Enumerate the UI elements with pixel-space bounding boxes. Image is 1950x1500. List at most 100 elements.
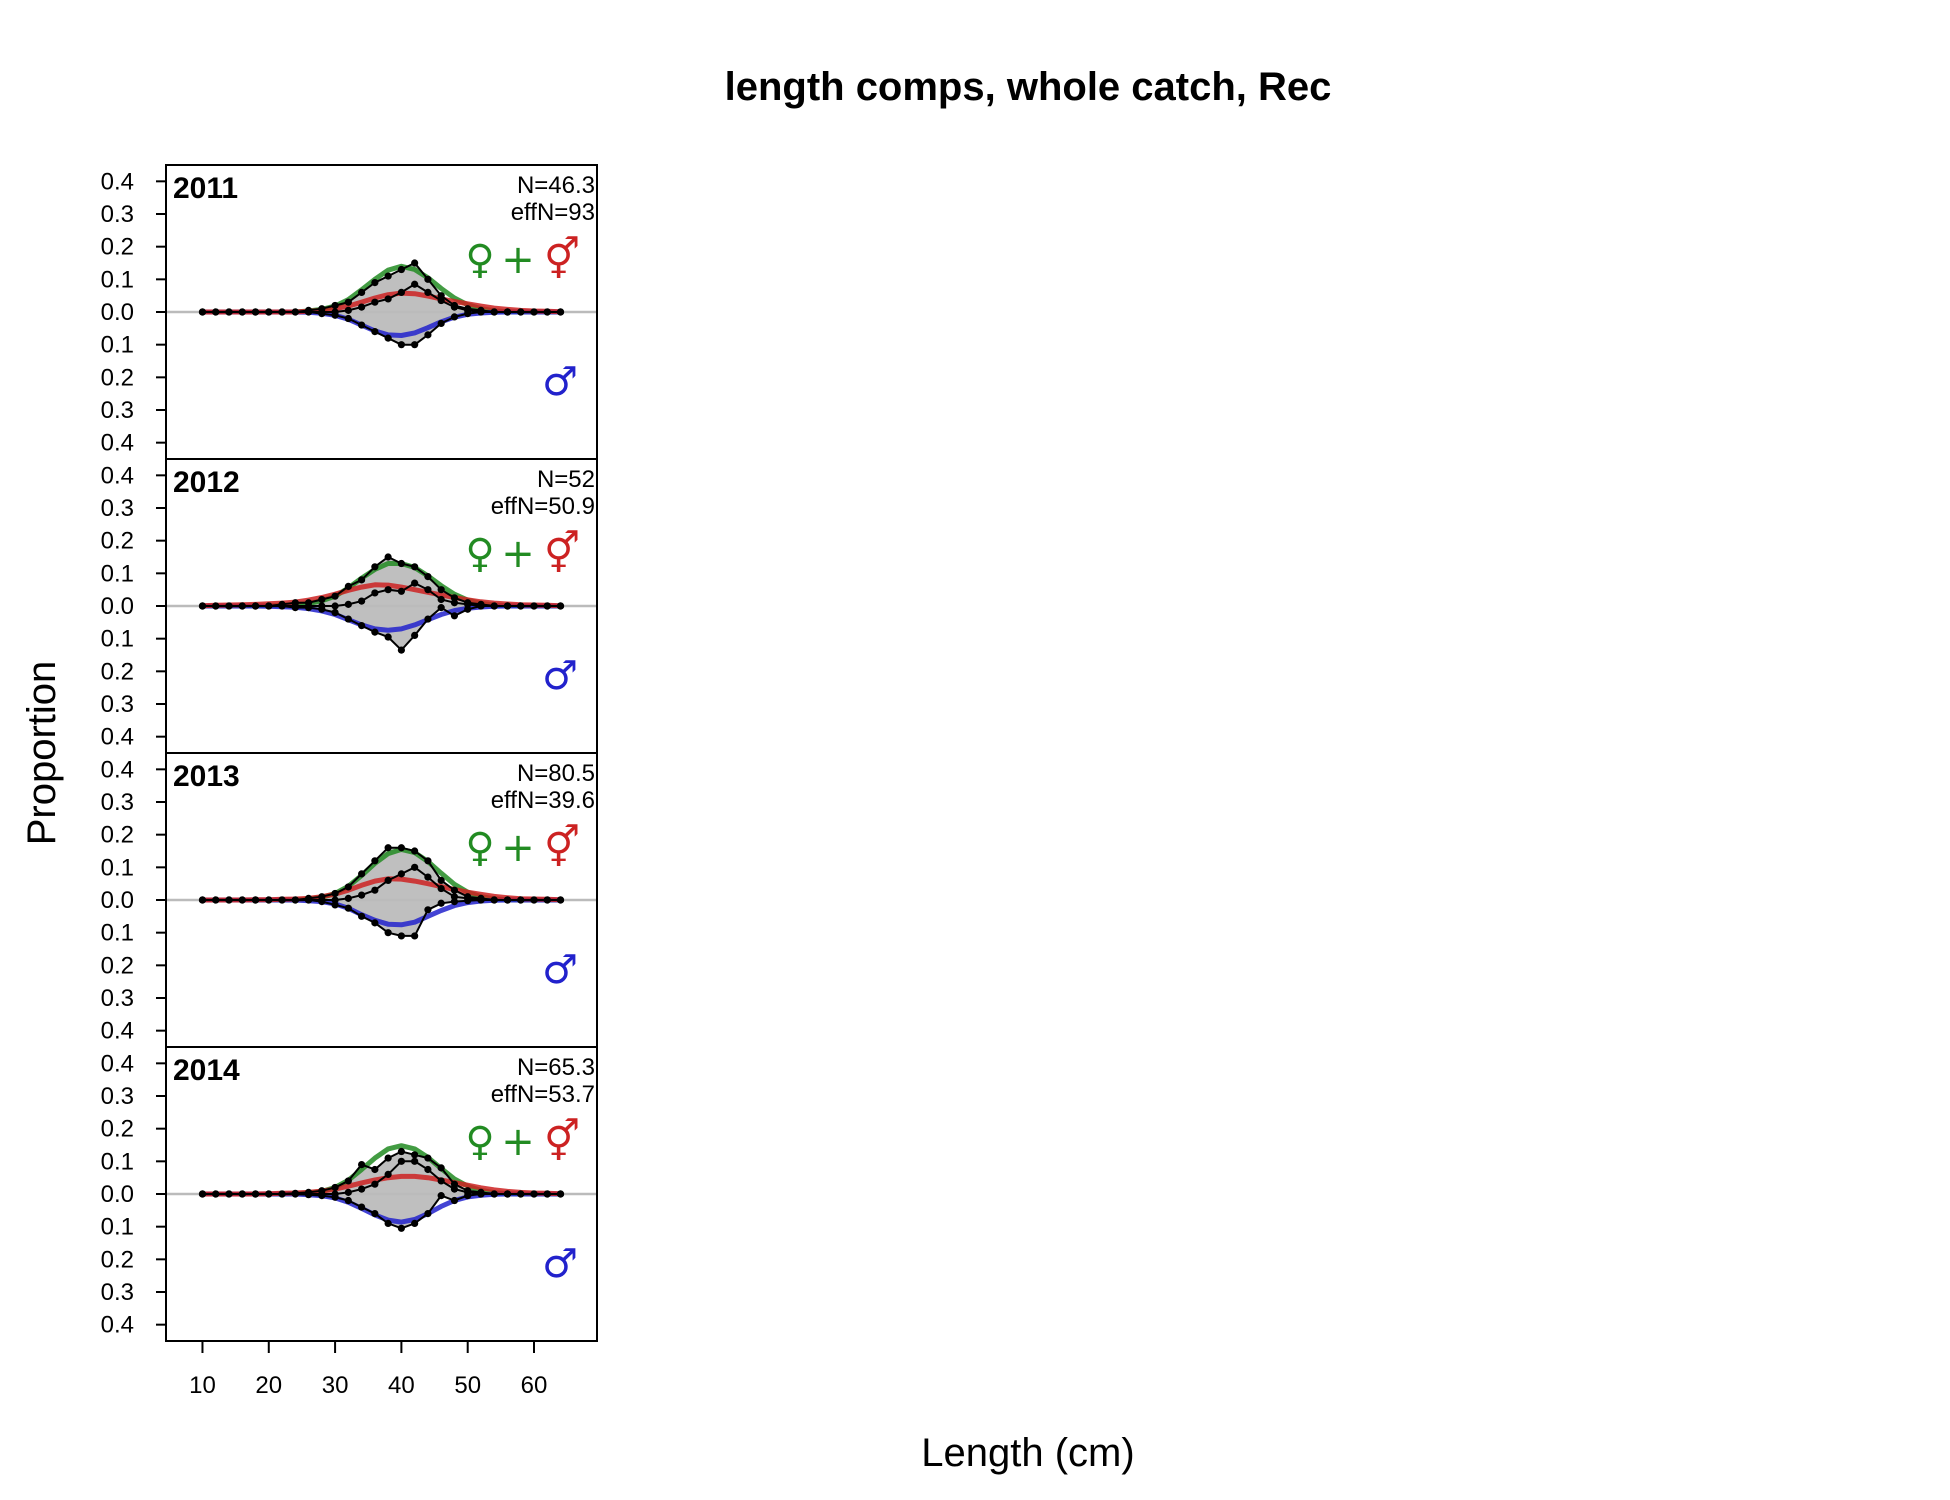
male-observed-point xyxy=(411,932,419,940)
female-observed-point xyxy=(384,1154,392,1162)
male-observed-point xyxy=(265,602,273,610)
male-observed-point xyxy=(304,604,313,612)
panel-2012: 0.4 0.3 0.2 0.1 0.0 0.1 0.2 0.3 0.4 2012 N=52effN=… xyxy=(101,458,598,754)
male-observed-point xyxy=(490,602,498,610)
female-observed-point xyxy=(384,272,392,280)
male-observed-point xyxy=(278,896,286,904)
x-tick-label: 10 xyxy=(189,1372,216,1399)
male-observed-point xyxy=(212,308,220,316)
y-tick-label: 0.0 xyxy=(101,1181,134,1208)
x-tick-label: 50 xyxy=(454,1372,481,1399)
male-observed-point xyxy=(450,898,459,906)
male-observed-point xyxy=(238,1190,246,1198)
y-tick-label: 0.0 xyxy=(101,593,134,620)
male-observed-point xyxy=(358,912,366,920)
male-observed-point xyxy=(265,1190,273,1198)
combined-observed-point xyxy=(371,298,379,306)
combined-observed-point xyxy=(411,1157,419,1165)
female-observed-point xyxy=(437,586,445,594)
female-observed-point xyxy=(331,1183,339,1192)
male-observed-point xyxy=(212,896,220,904)
male-observed-point xyxy=(424,331,432,339)
male-observed-line xyxy=(202,311,561,346)
male-observed-point xyxy=(212,1190,220,1198)
male-observed-point xyxy=(530,308,538,316)
combined-observed-point xyxy=(450,1185,459,1193)
combined-symbol: ⚥ xyxy=(544,1118,580,1165)
male-observed-point xyxy=(371,919,379,927)
combined-observed-point xyxy=(358,891,366,899)
combined-observed-point xyxy=(424,873,432,881)
combined-observed-point xyxy=(384,876,392,885)
male-observed-point xyxy=(437,899,445,907)
combined-symbol: ⚥ xyxy=(544,530,580,577)
panel-2014: 0.4 0.3 0.2 0.1 0.0 0.1 0.2 0.3 0.4 2014 N=65.3eff… xyxy=(101,1046,598,1342)
male-observed-point xyxy=(503,308,512,316)
observed-fill-area xyxy=(202,557,561,651)
y-tick-label: 0.3 xyxy=(101,789,134,816)
female-symbol: ♀ xyxy=(465,825,494,871)
x-axis: 10 20 30 40 50 60 xyxy=(189,1340,547,1399)
observed-fill-area xyxy=(202,1151,561,1229)
y-tick-label: 0.2 xyxy=(101,822,134,849)
male-observed-point xyxy=(251,308,260,316)
male-observed-point xyxy=(225,1190,233,1198)
male-observed-point xyxy=(437,1192,445,1200)
male-observed-point xyxy=(198,602,207,610)
female-observed-point xyxy=(358,288,366,296)
male-observed-point xyxy=(291,896,299,904)
x-tick-label: 20 xyxy=(255,1372,282,1399)
male-symbol: ♂ xyxy=(542,1241,578,1287)
female-observed-point xyxy=(371,857,379,865)
combined-observed-point xyxy=(437,595,445,604)
y-tick-label: 0.3 xyxy=(101,985,134,1012)
combined-observed-point xyxy=(424,1165,432,1174)
male-observed-point xyxy=(318,898,326,906)
y-tick-label: 0.4 xyxy=(101,462,134,489)
male-observed-point xyxy=(543,1190,551,1198)
male-symbol: ♂ xyxy=(542,653,578,699)
combined-observed-point xyxy=(371,886,379,894)
male-observed-point xyxy=(543,602,551,610)
y-tick-label: 0.0 xyxy=(101,887,134,914)
female-observed-point xyxy=(397,1147,405,1156)
male-observed-point xyxy=(198,896,207,904)
female-observed-point xyxy=(371,563,379,571)
female-observed-point xyxy=(411,847,419,855)
female-observed-point xyxy=(424,275,432,283)
y-axis-label: Proportion xyxy=(20,661,64,846)
panel-effn-label: effN=93 xyxy=(511,199,595,226)
male-observed-point xyxy=(517,896,525,904)
panel-effn-label: effN=50.9 xyxy=(491,493,595,520)
male-observed-point xyxy=(344,1196,352,1205)
panel-2011: 0.4 0.3 0.2 0.1 0.0 0.1 0.2 0.3 0.4 2011 N=46.3eff… xyxy=(101,164,598,460)
y-tick-label: 0.4 xyxy=(101,1050,134,1077)
male-observed-point xyxy=(238,896,246,904)
female-observed-point xyxy=(331,301,339,310)
y-tick-label: 0.2 xyxy=(101,234,134,261)
female-observed-point xyxy=(424,1154,432,1162)
y-tick-label: 0.2 xyxy=(101,364,134,391)
male-observed-point xyxy=(251,602,260,610)
male-observed-point xyxy=(265,896,273,904)
combined-observed-point xyxy=(358,1185,366,1193)
y-tick-label: 0.3 xyxy=(101,1083,134,1110)
male-observed-point xyxy=(517,602,525,610)
male-observed-point xyxy=(530,896,538,904)
male-observed-point xyxy=(450,612,459,620)
y-tick-label: 0.2 xyxy=(101,1116,134,1143)
female-symbol: ♀ xyxy=(465,531,494,577)
male-observed-line xyxy=(202,1193,561,1230)
y-tick-label: 0.3 xyxy=(101,201,134,228)
male-observed-point xyxy=(490,1190,498,1198)
y-tick-label: 0.1 xyxy=(101,266,134,293)
male-observed-point xyxy=(424,906,432,914)
combined-expected-line xyxy=(200,582,563,609)
y-tick-label: 0.2 xyxy=(101,952,134,979)
female-observed-point xyxy=(397,559,405,568)
plus-symbol: + xyxy=(501,531,535,577)
male-observed-point xyxy=(384,334,392,342)
y-tick-label: 0.1 xyxy=(101,560,134,587)
combined-observed-point xyxy=(358,303,366,311)
